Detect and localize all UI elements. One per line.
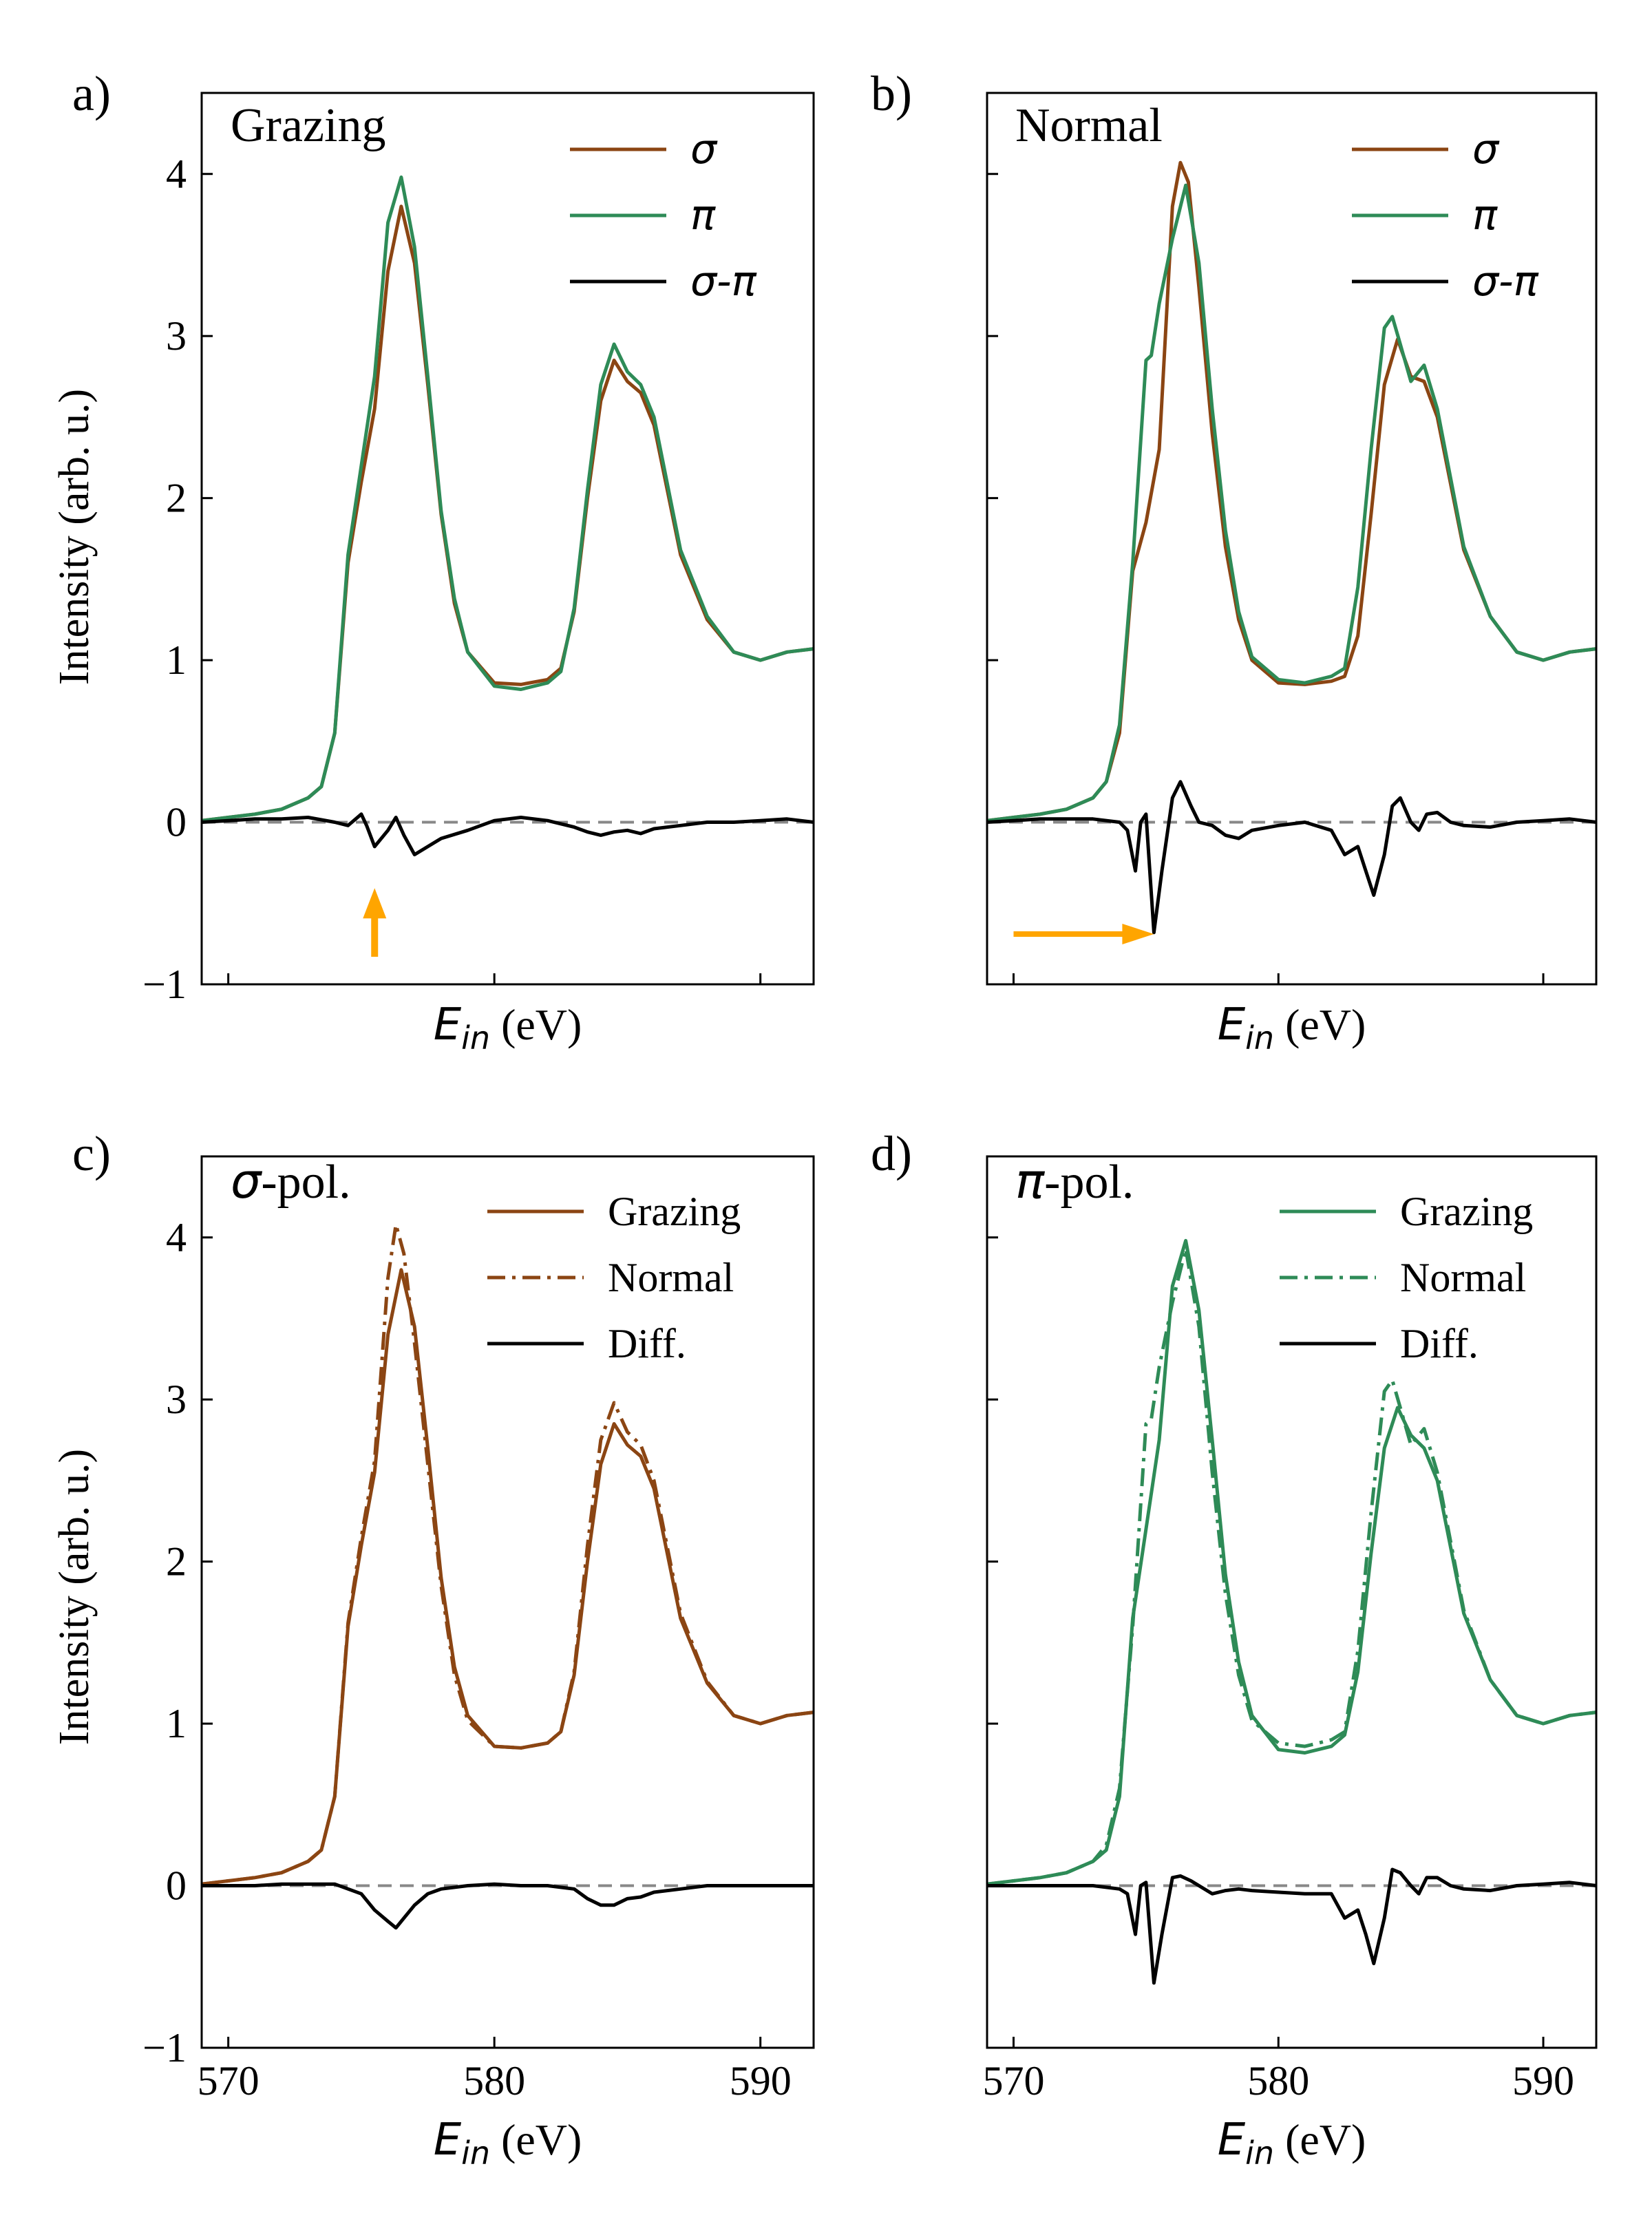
- legend-label: σ-π: [1472, 257, 1539, 306]
- y-tick-label: 1: [166, 1701, 187, 1746]
- panel-label: a): [72, 66, 111, 121]
- panel-a: −1 0 1 2 3 4 Ein (eV) Intensity (arb. u.) a) Graz…: [51, 66, 815, 1057]
- panel-title: σ-pol.: [231, 1153, 351, 1209]
- legend-label: σ: [690, 125, 718, 173]
- y-tick-label: 4: [166, 151, 187, 197]
- x-tick-label: 570: [198, 2058, 260, 2104]
- x-axis-label: Ein (eV): [1218, 2115, 1366, 2172]
- legend-label: Grazing: [1400, 1189, 1533, 1234]
- x-tick-label: 590: [1512, 2058, 1574, 2104]
- series-line-2: [202, 1882, 814, 1930]
- x-axis-label: Ein (eV): [434, 999, 582, 1057]
- bound-text: in: [461, 2135, 490, 2172]
- plot-frame: [200, 92, 815, 986]
- series-line-1: [986, 1247, 1597, 1886]
- legend-label: σ: [1472, 125, 1500, 173]
- bound-text: in: [1245, 2135, 1274, 2172]
- legend-label: π: [690, 191, 716, 240]
- series-line-1: [201, 175, 814, 823]
- bound-text: (eV): [490, 1000, 582, 1049]
- y-axis-label: Intensity (arb. u.): [51, 389, 98, 685]
- panel-d: 570 580 590 Ein (eV) d) π-pol. Grazing Normal Di…: [871, 1126, 1598, 2172]
- plot-frame: [200, 1155, 815, 2049]
- bound-text: in: [461, 1019, 490, 1057]
- legend-label: Normal: [1400, 1255, 1526, 1300]
- y-tick-label: 4: [166, 1215, 187, 1260]
- legend-label: Normal: [608, 1255, 734, 1300]
- legend-label: σ-π: [690, 257, 757, 306]
- series-line-1: [986, 183, 1597, 823]
- y-tick-label: −1: [142, 962, 187, 1007]
- x-axis-label: Ein (eV): [434, 2115, 582, 2172]
- y-tick-label: 2: [166, 1539, 187, 1585]
- y-tick-label: 0: [166, 1863, 187, 1909]
- series-line-0: [201, 1268, 814, 1886]
- series-line-0: [986, 1238, 1597, 1886]
- plot-frame: [986, 92, 1598, 986]
- bound-text: E: [1218, 999, 1246, 1050]
- panel-label: c): [72, 1126, 111, 1181]
- legend-label: π: [1472, 191, 1498, 240]
- bound-text: E: [1218, 2115, 1246, 2165]
- bound-text: E: [434, 2115, 462, 2165]
- bound-text: (eV): [490, 2115, 582, 2164]
- x-tick-label: 580: [463, 2058, 525, 2104]
- annotation-arrow-head: [363, 888, 387, 919]
- bound-text: (eV): [1274, 2115, 1366, 2164]
- series-line-1: [201, 1222, 814, 1886]
- panel-title: Normal: [1015, 99, 1163, 152]
- y-tick-label: −1: [142, 2025, 187, 2070]
- y-tick-label: 1: [166, 637, 187, 683]
- x-tick-label: 590: [730, 2058, 792, 2104]
- panel-title: Grazing: [231, 99, 385, 152]
- x-axis-label: Ein (eV): [1218, 999, 1366, 1057]
- legend-label: Diff.: [608, 1321, 686, 1366]
- panel-c: −1 0 1 2 3 4 570 580 590 Ein (eV) Intensity (arb. …: [51, 1126, 815, 2172]
- x-tick-label: 580: [1247, 2058, 1309, 2104]
- legend-label: Diff.: [1400, 1321, 1479, 1366]
- bound-text: E: [434, 999, 462, 1050]
- panel-b: Ein (eV) b) Normal σπ σ-π: [871, 66, 1598, 1057]
- legend-label: Grazing: [608, 1189, 741, 1234]
- x-tick-label: 570: [982, 2058, 1044, 2104]
- panel-title: π-pol.: [1015, 1153, 1134, 1209]
- series-line-2: [987, 1867, 1597, 1985]
- bound-text: (eV): [1274, 1000, 1366, 1049]
- y-axis-label: Intensity (arb. u.): [51, 1449, 98, 1745]
- bound-text: in: [1245, 1019, 1274, 1057]
- series-line-2: [201, 812, 814, 857]
- y-tick-label: 3: [166, 313, 187, 359]
- y-tick-label: 0: [166, 800, 187, 845]
- annotation-arrow-head: [1122, 924, 1154, 945]
- series-line-2: [986, 780, 1597, 935]
- plot-frame: [986, 1155, 1598, 2049]
- panel-label: b): [871, 66, 912, 121]
- y-tick-label: 2: [166, 476, 187, 521]
- panel-label: d): [871, 1126, 912, 1181]
- y-tick-label: 3: [166, 1377, 187, 1422]
